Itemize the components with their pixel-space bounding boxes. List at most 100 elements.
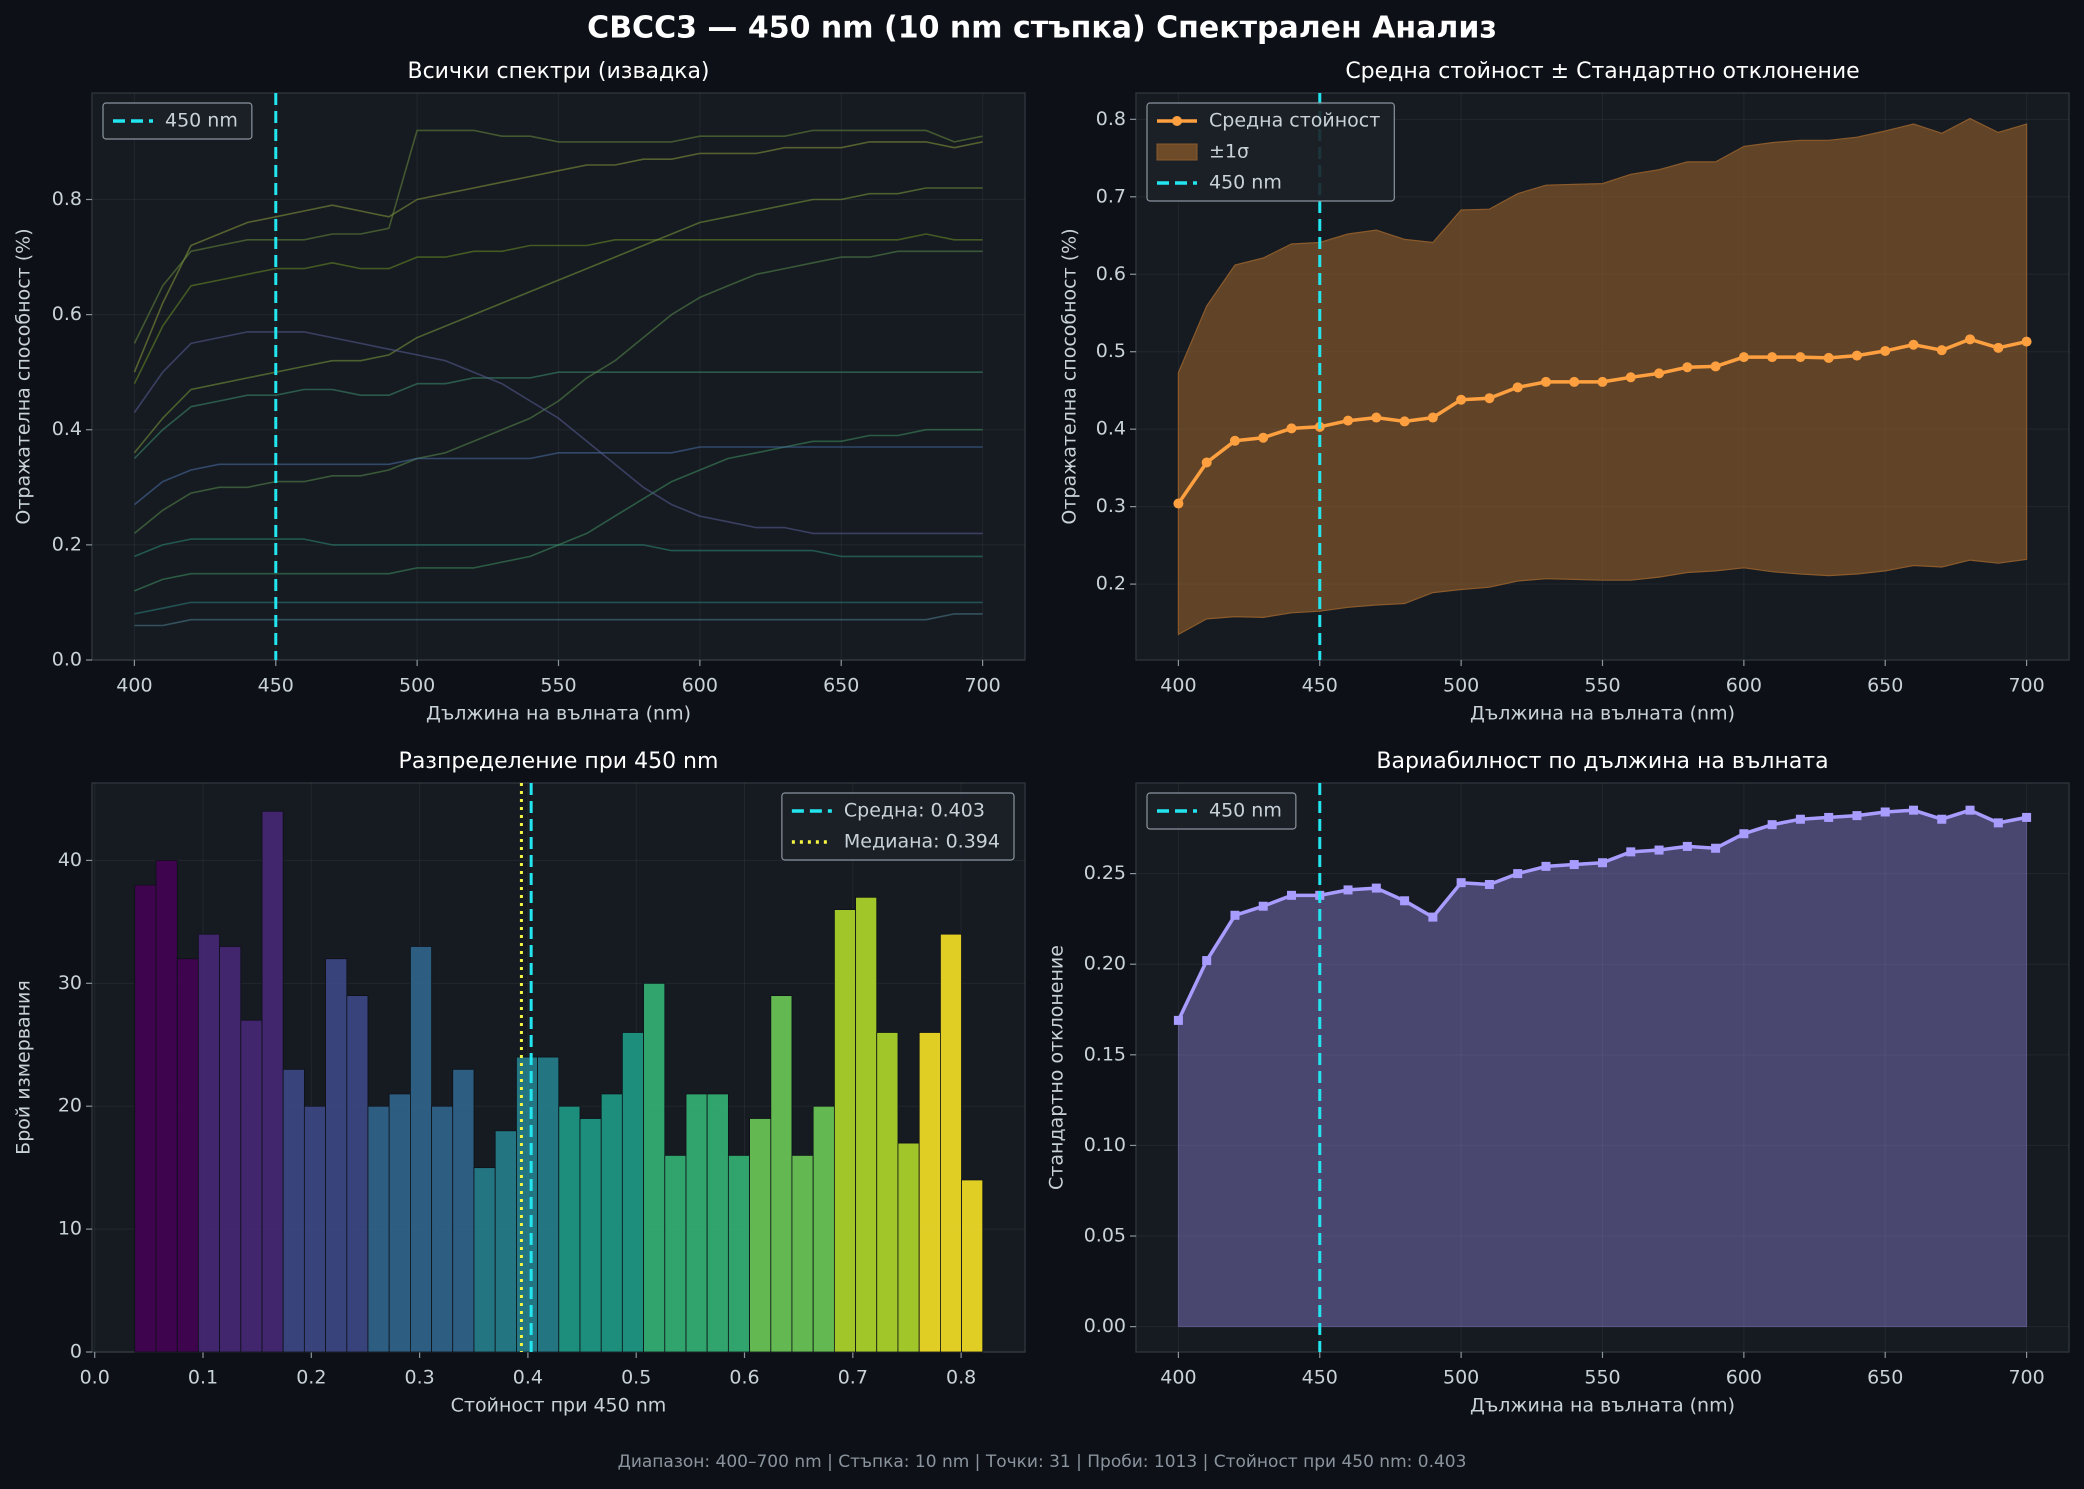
marker bbox=[1880, 345, 1891, 356]
legend-label: 450 nm bbox=[1209, 800, 1282, 822]
histogram-bar bbox=[558, 1105, 581, 1353]
histogram-bar bbox=[833, 909, 857, 1353]
legend-label: ±1σ bbox=[1209, 141, 1249, 163]
x-tick-label: 0.5 bbox=[621, 1367, 651, 1389]
marker bbox=[1427, 412, 1438, 423]
histogram-bar bbox=[876, 1032, 899, 1353]
y-tick-label: 0.20 bbox=[1084, 953, 1126, 975]
chart-title: Вариабилност по дължина на вълната bbox=[1376, 749, 1828, 774]
histogram-bar bbox=[749, 1118, 772, 1353]
histogram-bar bbox=[176, 958, 199, 1353]
marker bbox=[1540, 376, 1551, 387]
x-tick-label: 700 bbox=[2008, 675, 2044, 697]
marker bbox=[1484, 879, 1494, 889]
histogram-bar bbox=[770, 995, 793, 1353]
x-tick-label: 600 bbox=[1726, 675, 1762, 697]
marker bbox=[1767, 352, 1778, 363]
histogram-bar bbox=[621, 1032, 644, 1353]
x-tick-label: 600 bbox=[682, 675, 718, 697]
histogram-bar bbox=[452, 1068, 475, 1353]
series-line bbox=[133, 233, 983, 385]
x-tick-label: 550 bbox=[1584, 675, 1620, 697]
legend-label: 450 nm bbox=[165, 110, 238, 132]
marker bbox=[1823, 352, 1834, 363]
marker bbox=[1824, 812, 1834, 822]
y-axis-label: Отражателна способност (%) bbox=[1059, 228, 1081, 524]
x-tick-label: 0.1 bbox=[188, 1367, 218, 1389]
x-tick-label: 0.2 bbox=[296, 1367, 326, 1389]
x-tick-label: 500 bbox=[1443, 675, 1479, 697]
marker bbox=[1173, 1015, 1183, 1025]
marker bbox=[1711, 843, 1721, 853]
histogram-bar bbox=[134, 884, 157, 1353]
y-axis-label: Отражателна способност (%) bbox=[13, 228, 35, 524]
marker bbox=[1795, 814, 1805, 824]
histogram-bar bbox=[961, 1179, 984, 1353]
marker bbox=[1569, 376, 1580, 387]
marker bbox=[1654, 368, 1665, 379]
plot-area bbox=[91, 92, 1026, 661]
histogram-bar bbox=[346, 995, 369, 1353]
legend-label: Средна: 0.403 bbox=[844, 800, 985, 822]
y-tick-label: 10 bbox=[58, 1218, 82, 1240]
marker bbox=[1287, 890, 1296, 900]
marker bbox=[1371, 412, 1382, 423]
y-tick-label: 0.2 bbox=[52, 533, 82, 555]
x-tick-label: 0.0 bbox=[80, 1367, 110, 1389]
x-tick-label: 0.8 bbox=[946, 1367, 976, 1389]
x-tick-label: 0.7 bbox=[838, 1367, 868, 1389]
y-axis-label: Стандартно отклонение bbox=[1046, 945, 1068, 1190]
marker bbox=[1993, 818, 2003, 828]
marker bbox=[1682, 362, 1693, 373]
marker bbox=[1937, 814, 1947, 824]
histogram-bar bbox=[706, 1093, 729, 1353]
marker bbox=[1682, 841, 1692, 851]
marker bbox=[1173, 498, 1184, 509]
marker bbox=[2021, 336, 2032, 347]
histogram-bar bbox=[410, 946, 433, 1353]
x-tick-label: 650 bbox=[1867, 675, 1903, 697]
y-tick-label: 0.8 bbox=[52, 188, 82, 210]
x-tick-label: 0.3 bbox=[404, 1367, 434, 1389]
marker bbox=[1230, 910, 1240, 920]
histogram-bar bbox=[812, 1105, 835, 1353]
marker bbox=[1710, 361, 1721, 372]
x-axis-label: Дължина на вълната (nm) bbox=[1470, 1395, 1735, 1417]
histogram-bar bbox=[791, 1154, 814, 1353]
marker bbox=[1880, 807, 1890, 817]
x-tick-label: 0.6 bbox=[729, 1367, 759, 1389]
chart-title: Всички спектри (извадка) bbox=[407, 59, 709, 84]
x-tick-label: 400 bbox=[116, 675, 152, 697]
legend-box bbox=[781, 792, 1015, 861]
marker bbox=[1965, 334, 1976, 345]
chart-title: Средна стойност ± Стандартно отклонение bbox=[1345, 59, 1859, 84]
histogram-bar bbox=[855, 896, 878, 1353]
y-tick-label: 0.25 bbox=[1084, 862, 1126, 884]
marker bbox=[1851, 350, 1862, 361]
histogram-bar bbox=[197, 933, 220, 1353]
legend-box bbox=[102, 102, 253, 140]
marker bbox=[1343, 415, 1354, 426]
marker bbox=[1936, 345, 1947, 356]
histogram-bar bbox=[388, 1093, 411, 1353]
y-tick-label: 0.05 bbox=[1084, 1225, 1126, 1247]
marker bbox=[1513, 869, 1523, 879]
x-tick-label: 450 bbox=[1302, 1367, 1338, 1389]
x-tick-label: 700 bbox=[2008, 1367, 2044, 1389]
series-line bbox=[133, 371, 983, 460]
plot-area bbox=[1135, 782, 2070, 1353]
y-tick-label: 30 bbox=[58, 972, 82, 994]
marker bbox=[1512, 382, 1523, 393]
marker bbox=[1738, 352, 1749, 363]
x-tick-label: 500 bbox=[399, 675, 435, 697]
y-tick-label: 0.2 bbox=[1096, 573, 1126, 595]
marker bbox=[1201, 457, 1212, 468]
legend-label: 450 nm bbox=[1209, 172, 1282, 194]
x-tick-label: 450 bbox=[258, 675, 294, 697]
figure-title: CBCC3 — 450 nm (10 nm стъпка) Спектрален… bbox=[587, 11, 1497, 46]
std-band bbox=[1177, 117, 2028, 636]
legend-swatch bbox=[1156, 143, 1198, 161]
legend-label: Средна стойност bbox=[1209, 110, 1380, 132]
histogram-bar bbox=[282, 1068, 305, 1353]
